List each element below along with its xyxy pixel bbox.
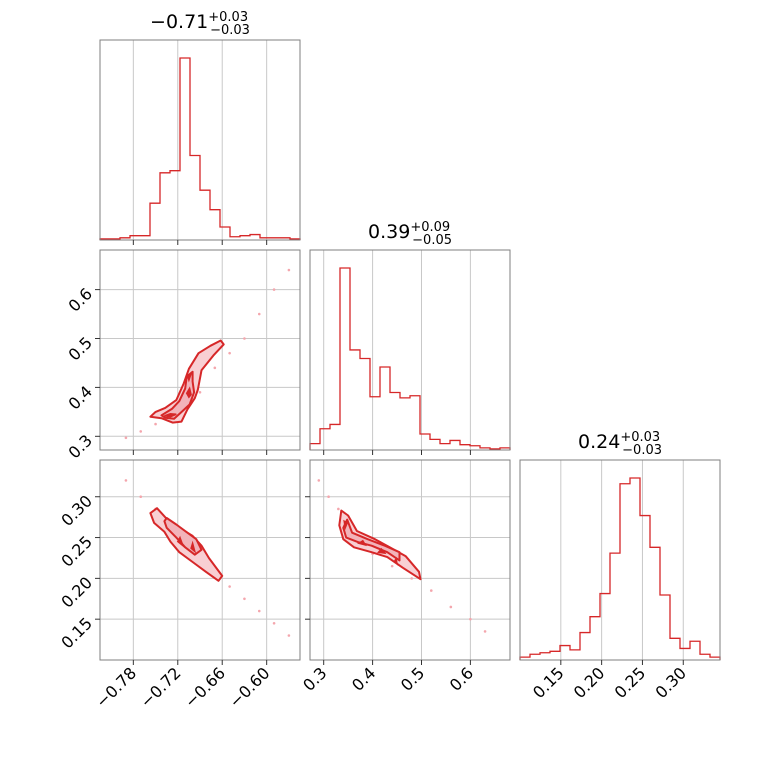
panel-frame-p0_p2 bbox=[99, 459, 301, 661]
contour-inner-p0_p2 bbox=[176, 535, 185, 548]
sample-point bbox=[390, 564, 394, 568]
contour-inner-p1_p2 bbox=[376, 547, 387, 555]
sample-point bbox=[429, 589, 433, 592]
sample-point bbox=[272, 621, 276, 625]
contour-inner-p1_p2 bbox=[343, 519, 349, 531]
x-tick-label: 0.5 bbox=[397, 663, 428, 694]
x-tick-label: 0.6 bbox=[446, 663, 477, 694]
sample-point bbox=[287, 634, 291, 637]
sample-point bbox=[257, 312, 261, 316]
sample-point bbox=[469, 617, 472, 621]
sample-point bbox=[139, 430, 143, 433]
sample-point bbox=[228, 351, 231, 355]
histogram-param-1 bbox=[309, 267, 511, 450]
sample-point bbox=[410, 577, 414, 580]
contour-mid-p1_p2 bbox=[342, 518, 401, 562]
panel-title-2: 0.24+0.03 −0.03 bbox=[578, 430, 662, 458]
contour-inner-p1_p2 bbox=[393, 556, 399, 567]
y-tick-label: 0.25 bbox=[57, 532, 96, 571]
sample-point bbox=[213, 366, 217, 370]
x-tick-label: −0.66 bbox=[181, 663, 229, 711]
sample-point bbox=[124, 436, 128, 440]
sample-point bbox=[198, 390, 202, 394]
histogram-param-0 bbox=[99, 57, 301, 240]
contour-inner-p0_p1 bbox=[164, 413, 177, 418]
sample-point bbox=[327, 495, 330, 499]
sample-point bbox=[272, 288, 276, 291]
x-tick-label: −0.60 bbox=[225, 663, 273, 711]
x-tick-label: 0.3 bbox=[299, 663, 330, 694]
y-tick-label: 0.4 bbox=[65, 382, 96, 413]
sample-point bbox=[483, 630, 487, 633]
panel-frame-diag-1 bbox=[309, 249, 511, 451]
sample-point bbox=[154, 422, 157, 426]
panel-frame-p0_p1 bbox=[99, 249, 301, 451]
sample-point bbox=[257, 609, 261, 613]
contour-inner-p0_p1 bbox=[186, 372, 193, 383]
panel-title-1: 0.39+0.09 −0.05 bbox=[368, 220, 452, 248]
contour-mid-p0_p1 bbox=[160, 370, 196, 420]
y-tick-label: 0.15 bbox=[57, 614, 96, 653]
x-tick-label: 0.30 bbox=[651, 663, 690, 702]
y-tick-label: 0.30 bbox=[57, 491, 96, 530]
contour-inner-p0_p2 bbox=[190, 540, 197, 554]
contour-inner-p0_p1 bbox=[185, 386, 192, 399]
y-tick-label: 0.5 bbox=[65, 333, 96, 364]
x-tick-label: 0.25 bbox=[611, 663, 650, 702]
panel-frame-diag-0 bbox=[99, 39, 301, 241]
panel-title-0: −0.71+0.03 −0.03 bbox=[150, 10, 250, 38]
sample-point bbox=[139, 495, 143, 499]
sample-point bbox=[228, 585, 231, 588]
x-tick-label: −0.78 bbox=[92, 663, 140, 711]
x-tick-label: 0.4 bbox=[348, 663, 379, 694]
y-tick-label: 0.20 bbox=[57, 573, 96, 612]
contour-inner-p1_p2 bbox=[357, 539, 367, 547]
sample-point bbox=[243, 597, 246, 601]
y-tick-label: 0.6 bbox=[65, 284, 96, 315]
panel-frame-diag-2 bbox=[519, 459, 721, 661]
sample-point bbox=[124, 479, 128, 482]
x-tick-label: 0.15 bbox=[529, 663, 568, 702]
x-tick-label: −0.72 bbox=[137, 663, 185, 711]
sample-point bbox=[317, 479, 321, 482]
sample-point bbox=[287, 268, 291, 272]
sample-point bbox=[243, 337, 246, 340]
histogram-param-2 bbox=[519, 477, 721, 660]
sample-point bbox=[337, 507, 340, 511]
x-tick-label: 0.20 bbox=[570, 663, 609, 702]
y-tick-label: 0.3 bbox=[65, 431, 96, 462]
sample-point bbox=[449, 605, 453, 609]
panel-frame-p1_p2 bbox=[309, 459, 511, 661]
